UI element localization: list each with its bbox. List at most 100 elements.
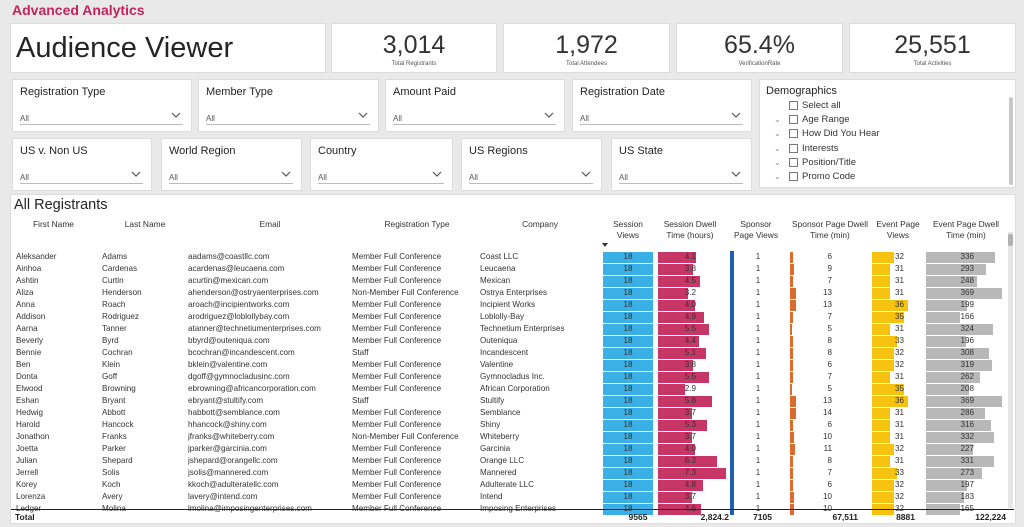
cell-email: jfranks@whiteberry.com [188,432,275,441]
cell-company: Technetium Enterprises [480,324,565,333]
checkbox-icon[interactable] [789,115,798,125]
cell-registration-type: Member Full Conference [352,372,442,381]
slicer-us-v-non-us[interactable]: US v. Non US All [12,138,152,191]
checkbox-item-select-all[interactable]: Select all [766,99,1009,113]
column-header-session-views[interactable]: Session Views [613,219,643,240]
slicer-member-type[interactable]: Member Type All [198,79,379,132]
slicer-dropdown[interactable]: All [393,108,556,125]
table-row[interactable]: Beverly Byrd bbyrd@outeniqua.com Member Ful… [0,335,1024,347]
data-bar-event-dwell [926,323,993,335]
column-header-company[interactable]: Company [522,219,558,229]
cell-last-name: Adams [102,252,128,261]
column-header-sponsor-dwell[interactable]: Sponsor Page Dwell Time (min) [792,219,868,240]
slicer-world-region[interactable]: World Region All [161,138,302,191]
data-bar-sponsor-views [730,383,734,395]
scrollbar[interactable] [1009,97,1013,185]
cell-sponsor-dwell: 13 [822,300,832,309]
table-row[interactable]: Julian Shepard jshepard@orangellc.com Membe… [0,455,1024,467]
data-bar-session-dwell [658,347,706,359]
column-header-event-dwell[interactable]: Event Page Dwell Time (min) [932,219,1000,240]
data-bar-session-dwell [658,251,697,263]
checkbox-item-how-did-you-hear[interactable]: ⌄ How Did You Hear [766,127,1009,141]
slicer-country[interactable]: Country All [310,138,453,191]
checkbox-item-promo-code[interactable]: ⌄ Promo Code [766,170,1009,184]
slicer-registration-date[interactable]: Registration Date All [572,79,752,132]
checkbox-item-position-title[interactable]: ⌄ Position/Title [766,156,1009,170]
slicer-dropdown[interactable]: All [469,167,593,184]
cell-session-dwell: 5.3 [684,420,696,429]
checkbox-icon[interactable] [789,143,798,153]
checkbox-item-age-range[interactable]: ⌄ Age Range [766,113,1009,127]
table-row[interactable]: Ashtin Curtin acurtin@mexican.com Member Fu… [0,275,1024,287]
chevron-down-icon [731,112,741,118]
table-scrollbar[interactable] [1008,232,1013,508]
table-row[interactable]: Bennie Cochran bcochran@incandescent.com St… [0,347,1024,359]
column-header-registration-type[interactable]: Registration Type [384,219,450,229]
table-row[interactable]: Aleksander Adams aadams@coastllc.com Member… [0,251,1024,263]
column-header-event-views[interactable]: Event Page Views [876,219,920,240]
table-row[interactable]: Korey Koch kkoch@adulteratellc.com Member F… [0,479,1024,491]
cell-event-views: 35 [894,312,904,321]
table-row[interactable]: Harold Hancock hhancock@shiny.com Member Fu… [0,419,1024,431]
cell-event-dwell: 319 [960,360,974,369]
column-header-last-name[interactable]: Last Name [124,219,166,229]
table-row[interactable]: Ainhoa Cardenas acardenas@leucaena.com Memb… [0,263,1024,275]
slicer-dropdown[interactable]: All [318,167,444,184]
table-row[interactable]: Anna Roach aroach@incipientworks.com Member… [0,299,1024,311]
slicer-dropdown[interactable]: All [20,167,143,184]
column-header-session-dwell[interactable]: Session Dwell Time (hours) [663,219,717,240]
slicer-title: Registration Date [580,86,665,98]
data-bar-sponsor-dwell [790,347,794,359]
table-row[interactable]: Eshan Bryant ebryant@stultify.com Staff Stul… [0,395,1024,407]
cell-first-name: Hedwig [16,408,43,417]
checkbox-item-interests[interactable]: ⌄ Interests [766,142,1009,156]
slicer-us-regions[interactable]: US Regions All [461,138,602,191]
checkbox-icon[interactable] [789,171,798,181]
slicer-amount-paid[interactable]: Amount Paid All [385,79,565,132]
table-row[interactable]: Lorenza Avery lavery@intend.com Member Full… [0,491,1024,503]
table-row[interactable]: Donta Goff dgoff@gymnocladusinc.com Member … [0,371,1024,383]
cell-session-dwell: 3.7 [684,432,696,441]
data-bar-session-views [603,491,653,503]
data-bar-session-dwell [658,479,703,491]
slicer-title: Registration Type [20,86,106,98]
chevron-down-icon[interactable]: ⌄ [774,171,781,181]
slicer-dropdown[interactable]: All [206,108,370,125]
cell-first-name: Ashtin [16,276,39,285]
data-bar-sponsor-views [730,347,734,359]
chevron-down-icon[interactable]: ⌄ [774,129,781,139]
table-row[interactable]: Jerrell Solis jsolis@mannered.com Member Fu… [0,467,1024,479]
chevron-down-icon[interactable]: ⌄ [774,157,781,167]
chevron-down-icon[interactable]: ⌄ [774,115,781,125]
chevron-down-icon[interactable]: ⌄ [774,143,781,153]
column-header-first-name[interactable]: First Name [33,219,74,229]
cell-first-name: Beverly [16,336,43,345]
cell-first-name: Bennie [16,348,42,357]
checkbox-icon[interactable] [789,157,798,167]
slicer-dropdown[interactable]: All [20,108,183,125]
column-header-email[interactable]: Email [259,219,281,229]
cell-last-name: Byrd [102,336,119,345]
slicer-registration-type[interactable]: Registration Type All [12,79,192,132]
table-row[interactable]: Joetta Parker jparker@garcinia.com Member F… [0,443,1024,455]
slicer-dropdown[interactable]: All [619,167,743,184]
table-row[interactable]: Ben Klein bklein@valentine.com Member Full … [0,359,1024,371]
cell-sponsor-dwell: 10 [822,504,832,513]
table-row[interactable]: Addison Rodriguez arodriguez@loblollybay.c… [0,311,1024,323]
cell-company: Stultify [480,396,505,405]
checkbox-icon[interactable] [789,101,798,110]
slicer-us-state[interactable]: US State All [611,138,752,191]
sort-descending-icon[interactable] [602,243,608,247]
table-row[interactable]: Aliza Henderson ahenderson@ostryaenterpris… [0,287,1024,299]
table-row[interactable]: Hedwig Abbott habbott@semblance.com Member … [0,407,1024,419]
scrollbar-thumb[interactable] [1008,234,1013,246]
slicer-dropdown[interactable]: All [169,167,293,184]
table-row[interactable]: Elwood Browning ebrowning@africancorporati… [0,383,1024,395]
cell-session-dwell: 4.6 [684,504,696,513]
table-row[interactable]: Jonathon Franks jfranks@whiteberry.com Non-… [0,431,1024,443]
table-row[interactable]: Aarna Tanner atanner@technetiumenterprises… [0,323,1024,335]
slicer-dropdown[interactable]: All [580,108,743,125]
column-header-sponsor-views[interactable]: Sponsor Page Views [733,219,779,240]
checkbox-icon[interactable] [789,129,798,139]
cell-event-dwell: 197 [960,480,974,489]
